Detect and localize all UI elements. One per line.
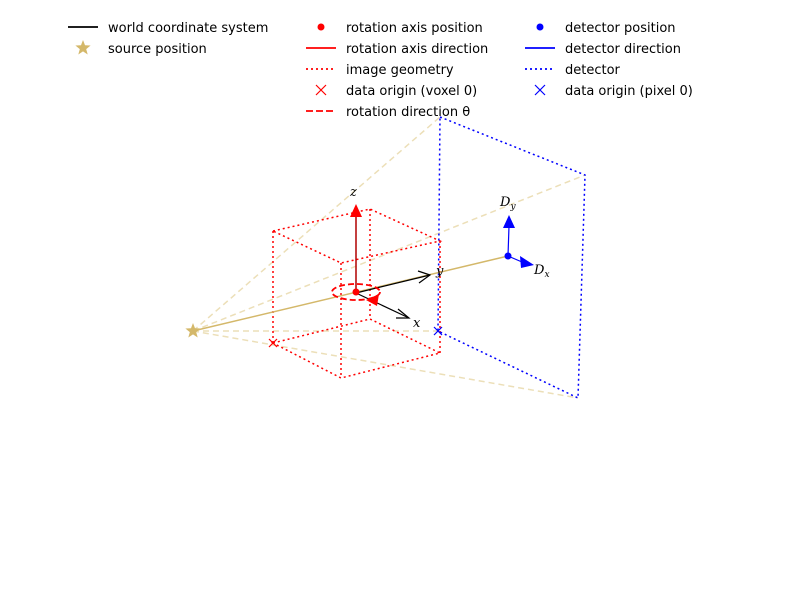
detector-direction-dx bbox=[507, 255, 534, 268]
legend-entry-col2-3: data origin (voxel 0) bbox=[315, 84, 477, 99]
detector-plane bbox=[437, 115, 586, 400]
legend-marker bbox=[75, 40, 91, 55]
detector-position bbox=[504, 252, 512, 260]
dy-label-sub: y bbox=[509, 202, 516, 212]
detector-direction-dy bbox=[503, 215, 515, 257]
legend-label: detector position bbox=[565, 21, 676, 36]
legend-entry-col3-2: detector bbox=[525, 63, 621, 78]
dy-label-main: D bbox=[499, 195, 511, 210]
legend-label: data origin (voxel 0) bbox=[346, 84, 477, 99]
legend: world coordinate system source position ro… bbox=[68, 21, 693, 120]
legend-marker bbox=[534, 84, 546, 96]
legend-entry-col2-2: image geometry bbox=[306, 63, 454, 78]
dx-label: Dx bbox=[533, 263, 550, 280]
rotation-arrow-head bbox=[366, 294, 379, 306]
legend-entry-col2-4: rotation direction θ bbox=[306, 105, 470, 120]
legend-label: data origin (pixel 0) bbox=[565, 84, 693, 99]
cone-line-bottom bbox=[192, 330, 579, 399]
rotation-axis-position bbox=[352, 288, 360, 296]
legend-entry-col2-0: rotation axis position bbox=[317, 21, 483, 36]
legend-label: source position bbox=[108, 42, 207, 57]
legend-label: detector direction bbox=[565, 42, 681, 57]
cube-bottom-face bbox=[270, 318, 443, 379]
dx-label-main: D bbox=[533, 263, 545, 278]
central-beam bbox=[192, 255, 509, 332]
data-origin-voxel-0 bbox=[268, 338, 278, 348]
legend-marker bbox=[317, 23, 325, 31]
z-arrow-head bbox=[350, 204, 362, 217]
data-origin-pixel-0 bbox=[433, 326, 443, 336]
x-axis-label: x bbox=[413, 316, 421, 331]
z-axis-label: z bbox=[349, 185, 357, 200]
legend-marker bbox=[315, 84, 327, 96]
legend-entry-col1-0: world coordinate system bbox=[68, 21, 268, 36]
cone-line-upper bbox=[192, 174, 586, 332]
legend-entry-col3-0: detector position bbox=[536, 21, 676, 36]
legend-label: world coordinate system bbox=[108, 21, 268, 36]
legend-label: rotation axis direction bbox=[346, 42, 488, 57]
rotation-axis-direction bbox=[350, 204, 362, 293]
legend-entry-col2-1: rotation axis direction bbox=[306, 42, 488, 57]
world-x-axis bbox=[355, 292, 411, 319]
beam-cone bbox=[192, 116, 586, 399]
legend-marker bbox=[536, 23, 544, 31]
rotation-direction-ellipse bbox=[331, 283, 381, 301]
legend-label: rotation axis position bbox=[346, 21, 483, 36]
legend-label: image geometry bbox=[346, 63, 454, 78]
legend-entry-col3-1: detector direction bbox=[525, 42, 681, 57]
legend-label: rotation direction θ bbox=[346, 105, 470, 120]
legend-entry-col1-1: source position bbox=[75, 40, 207, 57]
legend-entry-col3-3: data origin (pixel 0) bbox=[534, 84, 693, 99]
dy-arrow-head bbox=[503, 215, 515, 228]
y-axis-label: y bbox=[435, 264, 444, 279]
source-position bbox=[185, 323, 201, 338]
dy-label: Dy bbox=[499, 195, 516, 212]
legend-label: detector bbox=[565, 63, 621, 78]
world-y-axis bbox=[355, 270, 432, 294]
dx-arrow-head bbox=[520, 256, 534, 268]
cone-line-top bbox=[192, 116, 441, 332]
dx-label-sub: x bbox=[544, 270, 549, 280]
